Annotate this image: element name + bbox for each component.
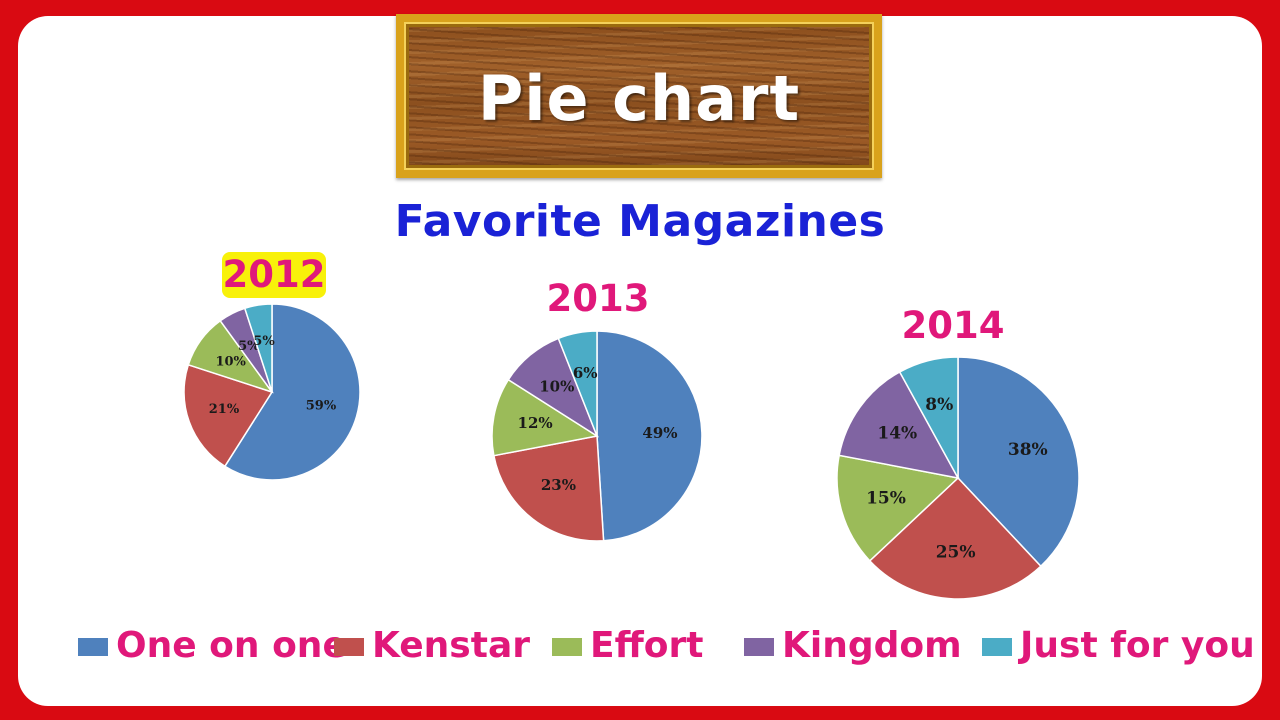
slice-label-2012-effort: 10% — [215, 355, 246, 370]
slice-label-2013-kenstar: 23% — [541, 476, 576, 494]
title-banner: Pie chart — [396, 14, 882, 178]
legend-swatch — [552, 638, 582, 656]
slice-label-2012-kingdom: 5% — [238, 339, 260, 354]
legend-swatch — [744, 638, 774, 656]
year-label-2013: 2013 — [546, 277, 650, 320]
pie-slice-2014-just-for-you — [898, 356, 959, 479]
pie-slice-2014-kenstar — [868, 476, 1042, 600]
pie-slice-2012-just-for-you — [243, 303, 273, 393]
pie-slice-2014-kingdom — [838, 370, 960, 480]
pie-slice-2013-effort — [491, 378, 600, 457]
slice-label-2012-one-on-one: 59% — [306, 399, 337, 414]
pie-slice-2012-one-on-one — [223, 303, 361, 481]
legend-label: Just for you — [1020, 625, 1255, 666]
pie-slice-2013-just-for-you — [557, 330, 598, 437]
slice-label-2013-kingdom: 10% — [539, 378, 574, 396]
banner-title: Pie chart — [477, 62, 801, 135]
legend-swatch — [982, 638, 1012, 656]
year-label-2014: 2014 — [901, 304, 1005, 347]
legend-label: One on one — [116, 625, 347, 666]
pie-slice-2013-kenstar — [492, 435, 605, 542]
year-label-2012: 2012 — [222, 252, 326, 298]
legend-label: Kingdom — [782, 625, 962, 666]
legend: One on one Kenstar Effort Kingdom Just f… — [0, 620, 1280, 680]
slice-label-2013-one-on-one: 49% — [642, 424, 677, 442]
slice-label-2014-just-for-you: 8% — [925, 395, 953, 415]
pie-slice-2014-effort — [836, 454, 960, 562]
legend-label: Effort — [590, 625, 704, 666]
legend-swatch — [78, 638, 108, 656]
slice-label-2014-kenstar: 25% — [936, 543, 976, 563]
slice-label-2014-kingdom: 14% — [877, 423, 917, 443]
slice-label-2012-kenstar: 21% — [209, 402, 240, 417]
slice-label-2013-just-for-you: 6% — [573, 364, 598, 382]
slice-label-2013-effort: 12% — [518, 414, 553, 432]
legend-label: Kenstar — [372, 625, 530, 666]
pie-slice-2012-kenstar — [183, 363, 274, 468]
slice-label-2014-one-on-one: 38% — [1008, 440, 1048, 460]
pie-slice-2013-one-on-one — [596, 330, 703, 542]
slice-label-2012-just-for-you: 5% — [253, 334, 275, 349]
pie-slice-2014-one-on-one — [957, 356, 1080, 568]
chart-title: Favorite Magazines — [394, 196, 886, 247]
slice-label-2014-effort: 15% — [866, 488, 906, 508]
legend-swatch — [334, 638, 364, 656]
